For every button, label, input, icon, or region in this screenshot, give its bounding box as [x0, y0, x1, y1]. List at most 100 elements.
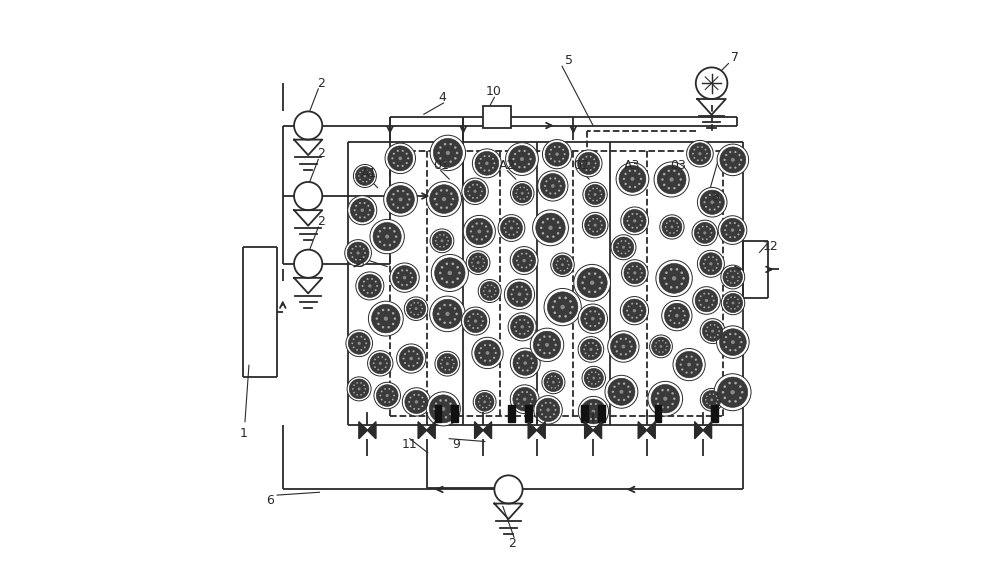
Circle shape [636, 316, 638, 319]
Circle shape [717, 206, 719, 208]
Circle shape [487, 296, 489, 298]
Circle shape [362, 181, 364, 183]
Text: A3: A3 [624, 159, 641, 171]
Circle shape [462, 307, 490, 335]
Circle shape [368, 350, 393, 376]
Circle shape [472, 313, 474, 315]
Circle shape [408, 401, 410, 403]
Circle shape [527, 321, 529, 324]
Circle shape [538, 171, 568, 201]
Circle shape [381, 356, 383, 358]
Circle shape [598, 322, 600, 324]
Circle shape [360, 394, 362, 396]
Circle shape [375, 281, 377, 282]
Circle shape [636, 278, 638, 281]
Circle shape [381, 391, 383, 392]
Circle shape [480, 194, 482, 196]
Circle shape [673, 232, 675, 234]
Circle shape [717, 144, 749, 176]
Circle shape [521, 391, 523, 393]
Circle shape [709, 262, 713, 265]
Circle shape [588, 342, 590, 344]
Circle shape [446, 236, 448, 238]
Circle shape [417, 314, 419, 315]
Circle shape [626, 310, 628, 312]
Circle shape [513, 184, 532, 203]
Circle shape [358, 175, 360, 177]
Circle shape [717, 399, 718, 401]
Circle shape [388, 388, 390, 390]
Circle shape [578, 396, 609, 426]
Circle shape [631, 303, 633, 304]
Circle shape [441, 239, 443, 242]
Circle shape [476, 238, 478, 240]
Polygon shape [537, 422, 545, 439]
Polygon shape [483, 422, 492, 439]
Circle shape [485, 235, 487, 238]
Circle shape [348, 196, 377, 225]
Circle shape [636, 227, 638, 229]
Circle shape [569, 311, 572, 314]
Circle shape [481, 191, 483, 192]
Circle shape [469, 316, 471, 318]
Circle shape [512, 289, 514, 291]
Circle shape [583, 276, 586, 278]
Circle shape [625, 338, 627, 340]
Circle shape [439, 399, 442, 401]
Circle shape [376, 285, 378, 287]
Circle shape [377, 235, 379, 238]
Circle shape [599, 190, 601, 192]
Circle shape [452, 367, 453, 369]
Circle shape [415, 307, 418, 310]
Circle shape [558, 189, 560, 192]
Circle shape [478, 280, 501, 303]
Circle shape [520, 325, 524, 328]
Circle shape [356, 394, 358, 396]
Circle shape [449, 143, 452, 145]
Text: 11: 11 [401, 438, 417, 451]
Polygon shape [359, 422, 367, 439]
Circle shape [600, 411, 602, 413]
Circle shape [387, 309, 390, 311]
Circle shape [633, 309, 636, 312]
Circle shape [548, 226, 553, 230]
Circle shape [699, 228, 700, 230]
Circle shape [641, 220, 643, 222]
Circle shape [717, 326, 749, 358]
Circle shape [697, 188, 727, 217]
Circle shape [445, 312, 450, 316]
Circle shape [708, 256, 710, 258]
Bar [598, 405, 605, 422]
Circle shape [661, 178, 664, 181]
Circle shape [731, 340, 735, 344]
Circle shape [456, 266, 459, 269]
Circle shape [714, 336, 715, 338]
Text: 03: 03 [670, 159, 686, 171]
Circle shape [516, 398, 518, 400]
Circle shape [477, 261, 479, 264]
Circle shape [734, 333, 737, 335]
Circle shape [548, 385, 549, 387]
Circle shape [478, 352, 480, 354]
Circle shape [446, 151, 450, 155]
Circle shape [441, 407, 445, 411]
Circle shape [518, 166, 521, 168]
Circle shape [449, 413, 452, 415]
Circle shape [444, 357, 446, 358]
Circle shape [720, 329, 746, 356]
Circle shape [621, 240, 622, 242]
Circle shape [704, 267, 706, 269]
Circle shape [477, 327, 479, 329]
Circle shape [614, 345, 616, 348]
Circle shape [713, 393, 714, 395]
Circle shape [675, 314, 679, 318]
Circle shape [734, 349, 737, 352]
Circle shape [705, 197, 707, 199]
Circle shape [550, 149, 552, 151]
Circle shape [622, 260, 648, 286]
Circle shape [367, 205, 369, 207]
Circle shape [599, 287, 601, 290]
Circle shape [684, 315, 686, 317]
Circle shape [673, 322, 676, 324]
Circle shape [515, 330, 517, 332]
